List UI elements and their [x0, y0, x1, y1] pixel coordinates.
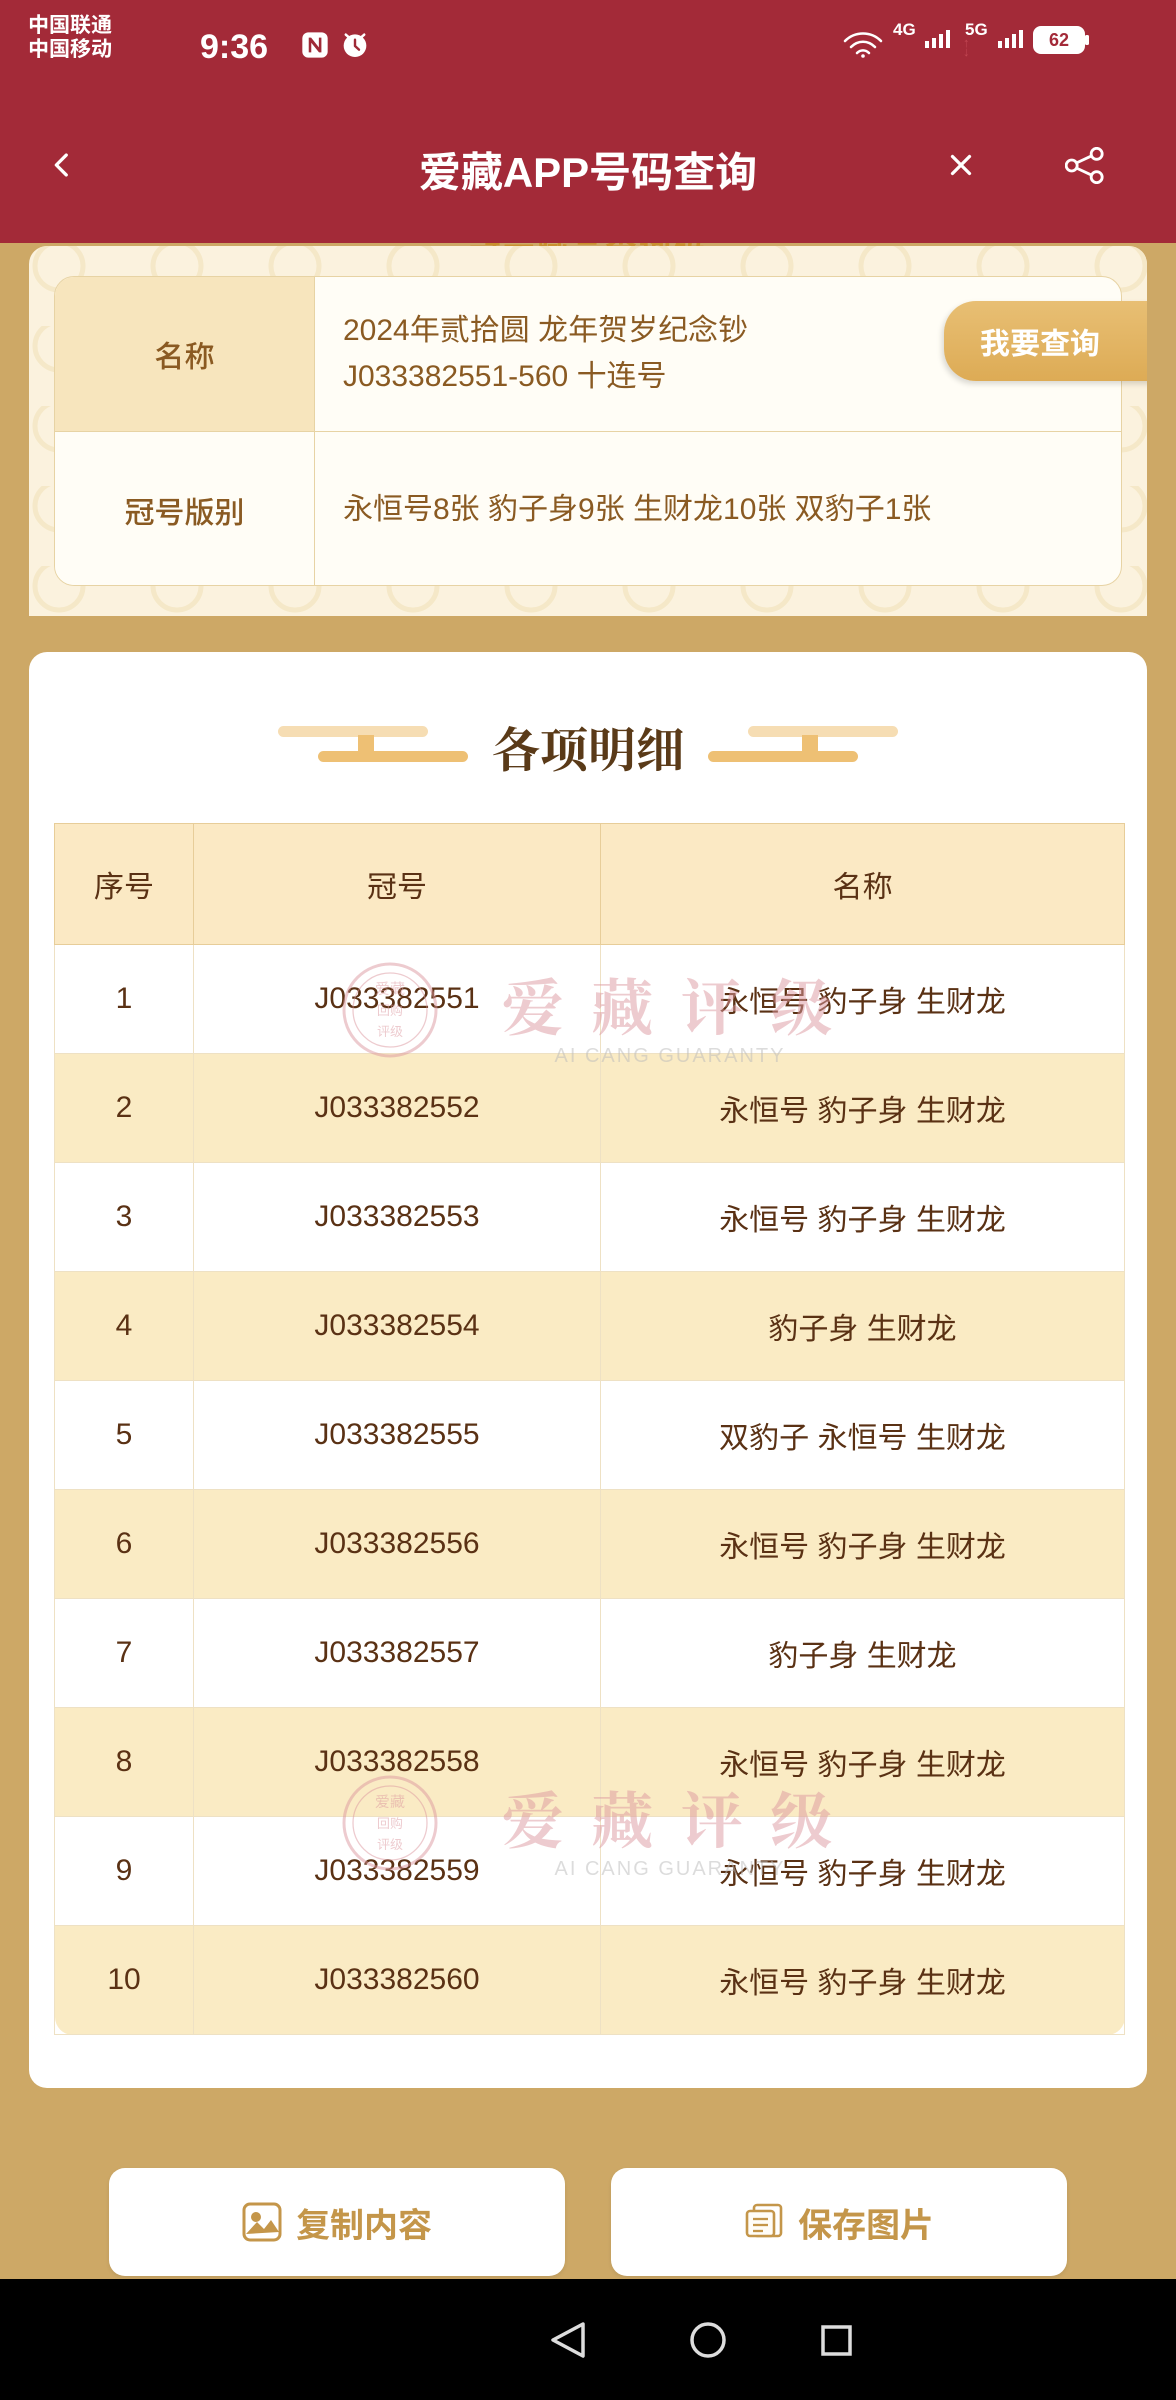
svg-text:62: 62 — [1049, 30, 1069, 50]
